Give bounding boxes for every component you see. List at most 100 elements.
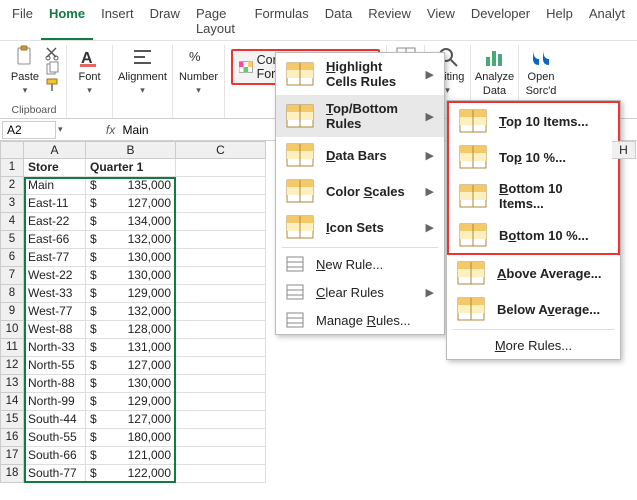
row-header[interactable]: 9 bbox=[0, 303, 24, 321]
cell[interactable]: South-55 bbox=[24, 429, 86, 447]
cell[interactable] bbox=[176, 195, 266, 213]
cell[interactable] bbox=[176, 411, 266, 429]
cell[interactable]: 132,000 bbox=[86, 303, 176, 321]
row-header[interactable]: 18 bbox=[0, 465, 24, 483]
tab-home[interactable]: Home bbox=[41, 2, 93, 40]
cell[interactable]: West-22 bbox=[24, 267, 86, 285]
copy-icon[interactable] bbox=[44, 61, 60, 77]
menu-item-top-bottom-rules[interactable]: Top/Bottom Rules▶ bbox=[276, 95, 444, 137]
tab-insert[interactable]: Insert bbox=[93, 2, 142, 40]
cell[interactable]: South-77 bbox=[24, 465, 86, 483]
tab-developer[interactable]: Developer bbox=[463, 2, 538, 40]
cell[interactable]: 128,000 bbox=[86, 321, 176, 339]
cell[interactable] bbox=[176, 213, 266, 231]
cell[interactable]: 135,000 bbox=[86, 177, 176, 195]
menu-item-new-rule-[interactable]: New Rule... bbox=[276, 250, 444, 278]
row-header[interactable]: 13 bbox=[0, 375, 24, 393]
cell[interactable]: 122,000 bbox=[86, 465, 176, 483]
cell[interactable] bbox=[176, 159, 266, 177]
row-header[interactable]: 10 bbox=[0, 321, 24, 339]
cell[interactable]: 129,000 bbox=[86, 285, 176, 303]
name-box[interactable] bbox=[2, 121, 56, 139]
column-header[interactable]: B bbox=[86, 141, 176, 159]
cell[interactable]: East-22 bbox=[24, 213, 86, 231]
menu-item-below-average-[interactable]: Below Average... bbox=[447, 291, 620, 327]
cell[interactable] bbox=[176, 393, 266, 411]
menu-item-bottom-items-[interactable]: Bottom 10 Items... bbox=[449, 175, 618, 217]
cell[interactable]: East-77 bbox=[24, 249, 86, 267]
menu-item-top-items-[interactable]: Top 10 Items... bbox=[449, 103, 618, 139]
row-header[interactable]: 6 bbox=[0, 249, 24, 267]
cell[interactable]: 130,000 bbox=[86, 375, 176, 393]
cell[interactable] bbox=[176, 249, 266, 267]
cell[interactable]: Main bbox=[24, 177, 86, 195]
paste-button[interactable]: Paste ▾ bbox=[8, 45, 42, 96]
menu-item-above-average-[interactable]: Above Average... bbox=[447, 255, 620, 291]
cell[interactable]: West-33 bbox=[24, 285, 86, 303]
row-header[interactable]: 16 bbox=[0, 429, 24, 447]
row-header[interactable]: 12 bbox=[0, 357, 24, 375]
cell[interactable]: 130,000 bbox=[86, 267, 176, 285]
cell[interactable]: East-11 bbox=[24, 195, 86, 213]
cell[interactable] bbox=[176, 231, 266, 249]
cell[interactable]: Store bbox=[24, 159, 86, 177]
cell[interactable]: 130,000 bbox=[86, 249, 176, 267]
menu-item-manage-rules-[interactable]: Manage Rules... bbox=[276, 306, 444, 334]
cell[interactable]: 129,000 bbox=[86, 393, 176, 411]
cell[interactable]: North-55 bbox=[24, 357, 86, 375]
row-header[interactable]: 17 bbox=[0, 447, 24, 465]
cell[interactable]: North-99 bbox=[24, 393, 86, 411]
column-header[interactable]: C bbox=[176, 141, 266, 159]
row-header[interactable]: 2 bbox=[0, 177, 24, 195]
tab-help[interactable]: Help bbox=[538, 2, 581, 40]
cell[interactable] bbox=[176, 447, 266, 465]
row-header[interactable]: 7 bbox=[0, 267, 24, 285]
select-all-corner[interactable] bbox=[0, 141, 24, 159]
number-button[interactable]: %Number▾ bbox=[175, 45, 223, 96]
cut-icon[interactable] bbox=[44, 45, 60, 61]
cell[interactable]: North-88 bbox=[24, 375, 86, 393]
fx-icon[interactable]: fx bbox=[103, 123, 119, 137]
menu-item-bottom-[interactable]: Bottom 10 %... bbox=[449, 217, 618, 253]
alignment-button[interactable]: Alignment▾ bbox=[116, 45, 170, 96]
cell[interactable]: Quarter 1 bbox=[86, 159, 176, 177]
analyze-data-button[interactable]: AnalyzeData bbox=[473, 45, 517, 97]
tab-analyt[interactable]: Analyt bbox=[581, 2, 633, 40]
cell[interactable]: 127,000 bbox=[86, 411, 176, 429]
menu-item-icon-sets[interactable]: Icon Sets▶ bbox=[276, 209, 444, 245]
cell[interactable] bbox=[176, 375, 266, 393]
column-header[interactable]: A bbox=[24, 141, 86, 159]
chevron-down-icon[interactable]: ▾ bbox=[58, 124, 63, 135]
row-header[interactable]: 4 bbox=[0, 213, 24, 231]
cell[interactable]: West-77 bbox=[24, 303, 86, 321]
cell[interactable]: 127,000 bbox=[86, 195, 176, 213]
tab-draw[interactable]: Draw bbox=[142, 2, 188, 40]
cell[interactable] bbox=[176, 465, 266, 483]
row-header[interactable]: 1 bbox=[0, 159, 24, 177]
menu-item-more-rules[interactable]: More Rules... bbox=[447, 332, 620, 359]
menu-item-data-bars[interactable]: Data Bars▶ bbox=[276, 137, 444, 173]
tab-formulas[interactable]: Formulas bbox=[247, 2, 317, 40]
cell[interactable]: 121,000 bbox=[86, 447, 176, 465]
tab-view[interactable]: View bbox=[419, 2, 463, 40]
column-header[interactable]: H bbox=[612, 141, 636, 159]
open-sorcd-button[interactable]: OpenSorc'd bbox=[521, 45, 561, 97]
cell[interactable] bbox=[176, 321, 266, 339]
cell[interactable]: 180,000 bbox=[86, 429, 176, 447]
cell[interactable]: South-44 bbox=[24, 411, 86, 429]
row-header[interactable]: 5 bbox=[0, 231, 24, 249]
cell[interactable]: West-88 bbox=[24, 321, 86, 339]
format-painter-icon[interactable] bbox=[44, 77, 60, 93]
cell[interactable]: 132,000 bbox=[86, 231, 176, 249]
cell[interactable] bbox=[176, 303, 266, 321]
cell[interactable] bbox=[176, 177, 266, 195]
cell[interactable] bbox=[176, 285, 266, 303]
menu-item-top-[interactable]: Top 10 %... bbox=[449, 139, 618, 175]
row-header[interactable]: 11 bbox=[0, 339, 24, 357]
tab-file[interactable]: File bbox=[4, 2, 41, 40]
cell[interactable]: South-66 bbox=[24, 447, 86, 465]
cell[interactable]: 134,000 bbox=[86, 213, 176, 231]
tab-data[interactable]: Data bbox=[317, 2, 360, 40]
cell[interactable]: 127,000 bbox=[86, 357, 176, 375]
row-header[interactable]: 14 bbox=[0, 393, 24, 411]
